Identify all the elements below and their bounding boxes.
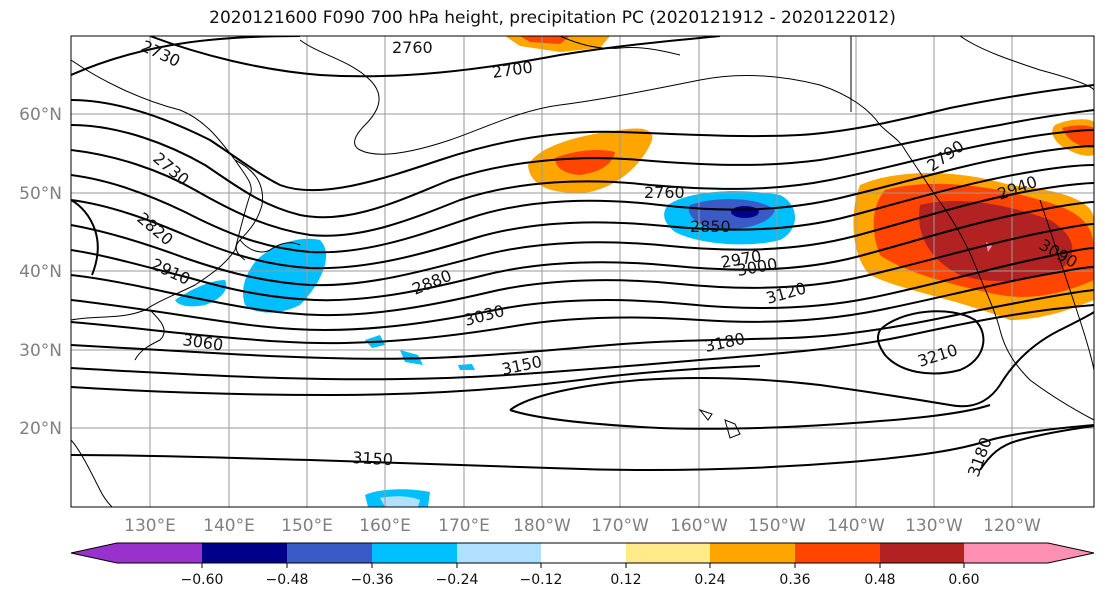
contour-label: 2700 [491, 57, 534, 81]
colorbar-tick-label: −0.36 [351, 572, 394, 588]
lon-label: 130°E [124, 516, 176, 536]
lon-label: 160°W [670, 516, 728, 536]
contour-label: 3150 [352, 448, 394, 469]
plot-area: 2730 2760 2700 2730 2820 2910 3060 2880 … [71, 36, 1094, 507]
lon-label: 170°W [591, 516, 649, 536]
colorbar-segment [287, 543, 372, 563]
colorbar-tick-label: 0.12 [610, 572, 641, 588]
colorbar-tick-label: 0.60 [948, 572, 979, 588]
colorbar: −0.60 −0.48 −0.36 −0.24 −0.12 0.12 0.24 … [70, 542, 1095, 588]
precip-positive-central [528, 128, 653, 193]
colorbar-segment [202, 543, 287, 563]
longitude-labels: 130°E 140°E 150°E 160°E 170°E 180°W 170°… [124, 516, 1041, 536]
colorbar-tick-label: −0.48 [266, 572, 309, 588]
contour-label: 2790 [923, 136, 967, 175]
lon-label: 150°E [281, 516, 333, 536]
contour-label: 3180 [703, 329, 747, 356]
colorbar-outline [70, 542, 1095, 564]
lon-label: 150°W [748, 516, 806, 536]
lat-label: 30°N [19, 341, 62, 361]
contour-label: 3120 [764, 278, 808, 307]
colorbar-segment [372, 543, 457, 563]
lat-label: 40°N [19, 262, 62, 282]
colorbar-tick-label: −0.60 [181, 572, 224, 588]
colorbar-segment [710, 543, 795, 563]
lon-label: 140°E [203, 516, 255, 536]
lon-label: 140°W [827, 516, 885, 536]
lon-label: 130°W [905, 516, 963, 536]
contour-label: 3150 [500, 352, 544, 379]
lon-label: 180°W [513, 516, 571, 536]
map-title: 2020121600 F090 700 hPa height, precipit… [209, 8, 896, 28]
plot-frame [70, 35, 1095, 508]
colorbar-tick-marks [201, 563, 965, 568]
colorbar-tick-label: 0.36 [779, 572, 810, 588]
colorbar-tick-label: −0.12 [520, 572, 563, 588]
colorbar-tick-label: 0.48 [864, 572, 895, 588]
lat-label: 50°N [19, 184, 62, 204]
colorbar-segment [795, 543, 880, 563]
contour-label: 3210 [915, 340, 960, 371]
gridlines [71, 36, 1094, 507]
contour-label: 2850 [690, 217, 731, 236]
colorbar-segment [880, 543, 964, 563]
colorbar-segment [541, 543, 626, 563]
height-contours [71, 36, 1094, 471]
contour-label: 3030 [462, 301, 506, 330]
coastlines [71, 36, 1094, 507]
colorbar-segment [457, 543, 541, 563]
contour-label: 2730 [138, 36, 183, 70]
precip-positive-east [853, 172, 1094, 320]
colorbar-segment [71, 543, 202, 563]
contour-label: 2760 [644, 183, 685, 202]
colorbar-tick-label: 0.24 [694, 572, 725, 588]
lon-label: 170°E [438, 516, 490, 536]
latitude-labels: 60°N 50°N 40°N 30°N 20°N [19, 105, 62, 439]
lon-label: 160°E [359, 516, 411, 536]
colorbar-tick-label: −0.24 [436, 572, 479, 588]
lat-label: 60°N [19, 105, 62, 125]
colorbar-segment [964, 543, 1094, 563]
colorbar-segment [626, 543, 710, 563]
contour-label: 2760 [392, 38, 433, 57]
lat-label: 20°N [19, 419, 62, 439]
lon-label: 120°W [983, 516, 1041, 536]
